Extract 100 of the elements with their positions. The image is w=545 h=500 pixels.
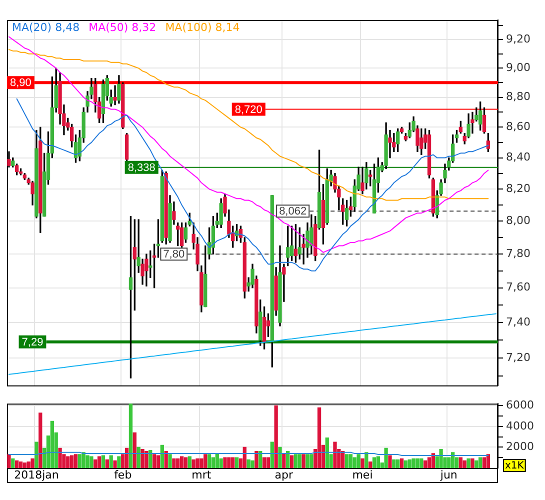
bar	[90, 456, 94, 468]
bar	[164, 451, 168, 468]
bar	[7, 454, 11, 468]
bar	[82, 452, 86, 468]
bar	[482, 457, 486, 468]
bar	[302, 454, 306, 468]
x-tick-label: 2018jan	[14, 468, 59, 482]
ref-line-label: 8,338	[128, 162, 156, 174]
y-tick-label: 8,00	[506, 214, 530, 228]
x-tick-label: apr	[274, 468, 294, 482]
y-tick-label: 9,00	[506, 61, 530, 74]
bar	[392, 459, 396, 468]
bar	[140, 448, 144, 468]
bar	[474, 460, 478, 468]
bar	[341, 451, 345, 468]
bar	[152, 454, 156, 468]
bar	[136, 446, 140, 468]
bar	[427, 457, 432, 468]
bar	[352, 457, 356, 468]
candlestick	[113, 85, 117, 106]
bar	[424, 460, 428, 468]
bar	[18, 461, 23, 468]
bar	[132, 432, 136, 468]
bar	[404, 460, 408, 468]
bar	[290, 455, 294, 468]
ref-line-label: 8,90	[10, 77, 32, 90]
bar	[124, 448, 129, 468]
bar	[250, 460, 254, 468]
bar	[215, 453, 219, 468]
bar	[168, 454, 172, 468]
y-tick-label: 7,40	[506, 315, 530, 328]
bar	[113, 460, 117, 468]
bar	[466, 458, 470, 468]
bar	[50, 420, 54, 468]
y-tick-label: 8,60	[506, 120, 530, 134]
bar	[396, 459, 400, 468]
bar	[22, 462, 27, 468]
text: MA(50) 8,32	[88, 21, 156, 34]
bar	[180, 456, 184, 468]
x-tick-label: mrt	[192, 468, 212, 482]
y-tick-label: 7,60	[506, 280, 530, 294]
x-tick-label: jun	[439, 468, 458, 482]
bar	[86, 455, 90, 468]
bar	[416, 458, 420, 468]
bar	[384, 448, 388, 468]
bar	[234, 457, 239, 468]
bar	[306, 454, 310, 468]
bar	[188, 456, 192, 468]
bar	[227, 457, 231, 468]
y-axis-title: x1K	[505, 460, 524, 472]
bar	[172, 458, 176, 468]
bar	[412, 458, 416, 468]
y-tick-label: 9,20	[506, 32, 530, 46]
bar	[282, 453, 286, 468]
bar	[38, 412, 42, 468]
bar	[262, 457, 266, 468]
bar	[128, 404, 133, 468]
bar	[478, 457, 482, 468]
bar	[274, 405, 278, 468]
bar	[74, 454, 78, 468]
bar	[242, 446, 246, 468]
bar	[325, 438, 329, 468]
bar	[223, 457, 227, 468]
bar	[298, 454, 302, 468]
bar	[94, 459, 98, 468]
text: MA(100) 8,14	[165, 21, 240, 34]
y-tick-label: 7,80	[506, 246, 530, 260]
y-tick-label: 8,40	[506, 150, 530, 164]
bar	[26, 461, 30, 468]
bar	[66, 456, 70, 468]
bar	[78, 454, 82, 468]
bar	[211, 457, 216, 468]
bar	[470, 458, 474, 468]
bar	[451, 452, 455, 468]
bar	[266, 457, 270, 468]
bar	[376, 456, 380, 468]
bar	[11, 458, 15, 468]
bar	[156, 455, 160, 468]
bar	[408, 459, 412, 468]
bar	[286, 451, 290, 468]
bar	[117, 456, 121, 468]
bar	[105, 459, 109, 468]
bar	[333, 442, 337, 468]
bar	[148, 450, 152, 468]
bar	[278, 446, 282, 468]
bar	[364, 452, 368, 468]
bar	[388, 455, 392, 468]
bar	[200, 458, 204, 468]
bar	[109, 455, 113, 468]
bar	[439, 448, 443, 468]
bar	[246, 459, 250, 468]
bar	[192, 459, 196, 468]
bar	[176, 458, 180, 468]
bar	[368, 461, 372, 468]
x-tick-label: mei	[352, 468, 373, 482]
y-tick-label: 4000	[506, 419, 534, 432]
bar	[420, 458, 424, 468]
bar	[360, 458, 364, 468]
y-tick-label: 6000	[506, 398, 534, 412]
y-tick-label: 8,20	[506, 182, 530, 195]
